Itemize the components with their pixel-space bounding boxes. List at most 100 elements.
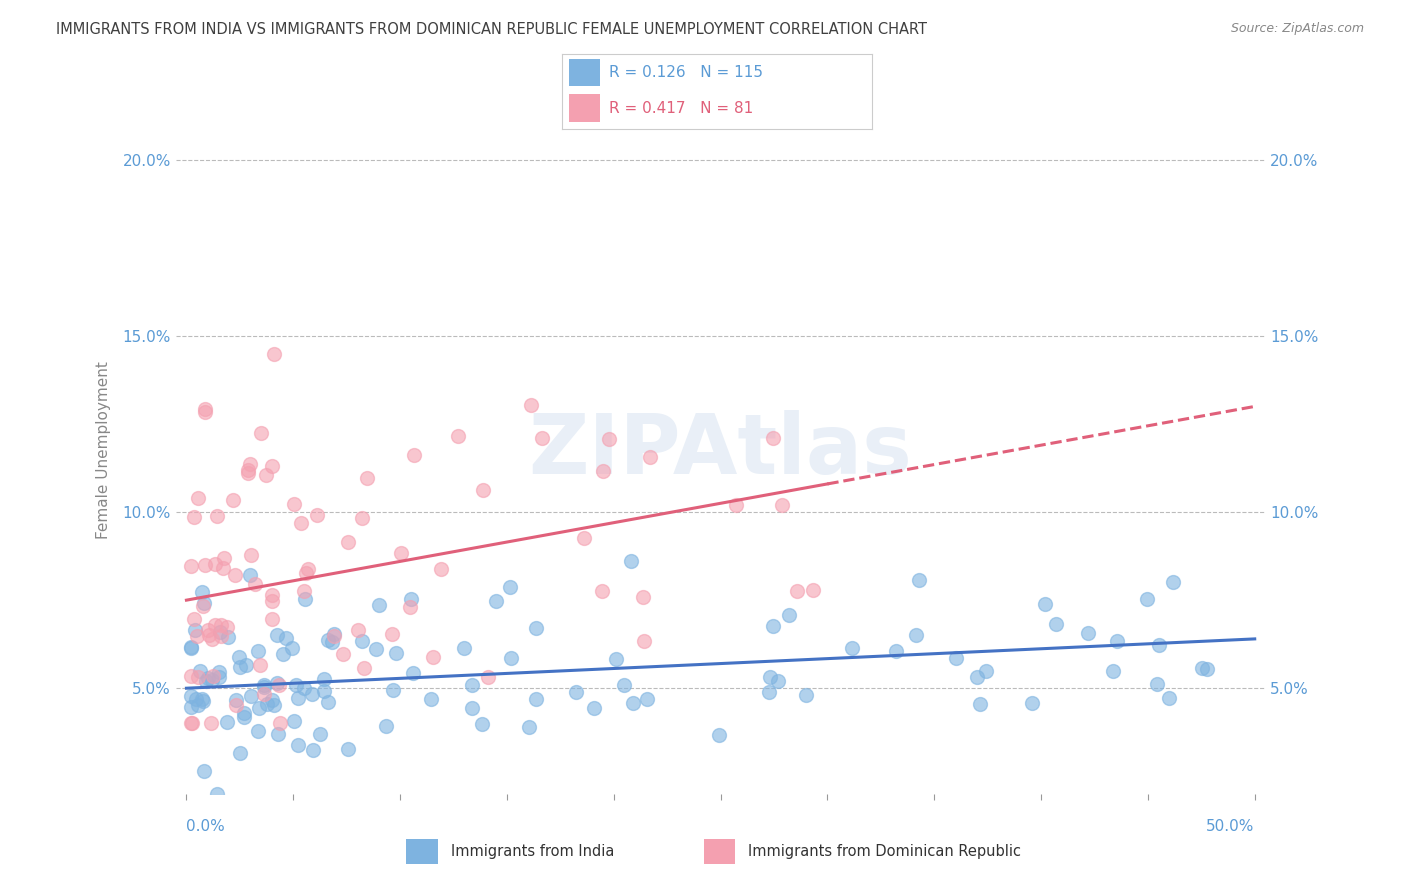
Point: [520, 398, 543, 412]
Point: [285, 678, 308, 692]
Point: [180, 716, 202, 731]
Point: [239, 567, 262, 582]
Point: [402, 665, 425, 680]
Point: [841, 640, 863, 655]
Point: [187, 698, 209, 713]
Point: [638, 450, 661, 465]
Point: [592, 464, 614, 478]
Point: [1157, 690, 1180, 705]
Point: [208, 665, 231, 680]
Point: [224, 567, 246, 582]
Point: [323, 630, 346, 644]
Point: [260, 588, 283, 602]
Point: [389, 546, 412, 560]
Point: [332, 647, 354, 661]
Point: [194, 558, 217, 573]
Point: [271, 647, 294, 661]
Point: [183, 612, 205, 626]
Point: [180, 716, 202, 731]
Point: [269, 716, 291, 731]
Point: [583, 701, 606, 715]
Point: [205, 509, 228, 524]
Point: [194, 405, 217, 419]
Text: Immigrants from India: Immigrants from India: [451, 845, 614, 859]
Text: R = 0.417   N = 81: R = 0.417 N = 81: [609, 101, 754, 116]
Point: [381, 627, 404, 641]
Point: [1033, 597, 1056, 611]
Point: [180, 690, 202, 704]
Point: [1105, 634, 1128, 648]
Point: [217, 631, 239, 645]
Point: [228, 649, 250, 664]
Point: [283, 714, 305, 729]
Point: [766, 674, 789, 689]
Point: [366, 642, 388, 657]
Point: [250, 425, 273, 440]
Point: [233, 706, 256, 720]
Text: ZIPAtlas: ZIPAtlas: [529, 410, 912, 491]
Point: [290, 516, 312, 531]
Point: [724, 499, 747, 513]
Point: [485, 594, 508, 608]
Point: [591, 584, 613, 599]
Point: [904, 628, 927, 642]
Y-axis label: Female Unemployment: Female Unemployment: [97, 361, 111, 540]
Point: [302, 742, 325, 756]
Point: [707, 728, 730, 742]
Point: [193, 596, 215, 610]
Point: [253, 680, 276, 694]
Point: [385, 646, 408, 660]
Point: [501, 650, 523, 665]
Point: [247, 724, 270, 739]
Point: [517, 720, 540, 734]
Point: [294, 566, 316, 581]
Point: [180, 669, 202, 683]
Point: [419, 691, 441, 706]
Point: [232, 709, 254, 723]
Point: [201, 632, 224, 646]
Point: [225, 698, 247, 713]
Point: [762, 431, 785, 445]
Text: R = 0.126   N = 115: R = 0.126 N = 115: [609, 65, 763, 80]
Point: [254, 467, 277, 482]
Point: [193, 764, 215, 778]
Point: [183, 510, 205, 524]
Point: [262, 693, 284, 707]
Point: [191, 585, 214, 599]
Point: [200, 716, 222, 731]
Text: IMMIGRANTS FROM INDIA VS IMMIGRANTS FROM DOMINICAN REPUBLIC FEMALE UNEMPLOYMENT : IMMIGRANTS FROM INDIA VS IMMIGRANTS FROM…: [56, 22, 927, 37]
Point: [292, 583, 315, 598]
Point: [263, 698, 285, 713]
Point: [422, 650, 444, 665]
Point: [193, 599, 215, 614]
Point: [180, 700, 202, 714]
Point: [312, 672, 335, 686]
Point: [191, 691, 214, 706]
Point: [208, 670, 231, 684]
Point: [202, 669, 225, 683]
Point: [1191, 661, 1213, 675]
Point: [352, 633, 374, 648]
Point: [266, 675, 288, 690]
Point: [240, 548, 263, 562]
Point: [770, 498, 793, 512]
Point: [260, 612, 283, 626]
Point: [229, 746, 252, 760]
Point: [205, 787, 228, 801]
Point: [243, 577, 266, 591]
Point: [621, 696, 644, 710]
Point: [472, 483, 495, 498]
Point: [309, 726, 332, 740]
Point: [180, 558, 202, 573]
Point: [401, 592, 423, 607]
Point: [209, 618, 232, 632]
Point: [239, 458, 262, 472]
Point: [247, 701, 270, 715]
Point: [565, 685, 588, 699]
Point: [197, 623, 219, 637]
Point: [204, 618, 226, 632]
Point: [187, 491, 209, 505]
Point: [633, 634, 655, 648]
Text: Source: ZipAtlas.com: Source: ZipAtlas.com: [1230, 22, 1364, 36]
Point: [305, 508, 328, 522]
